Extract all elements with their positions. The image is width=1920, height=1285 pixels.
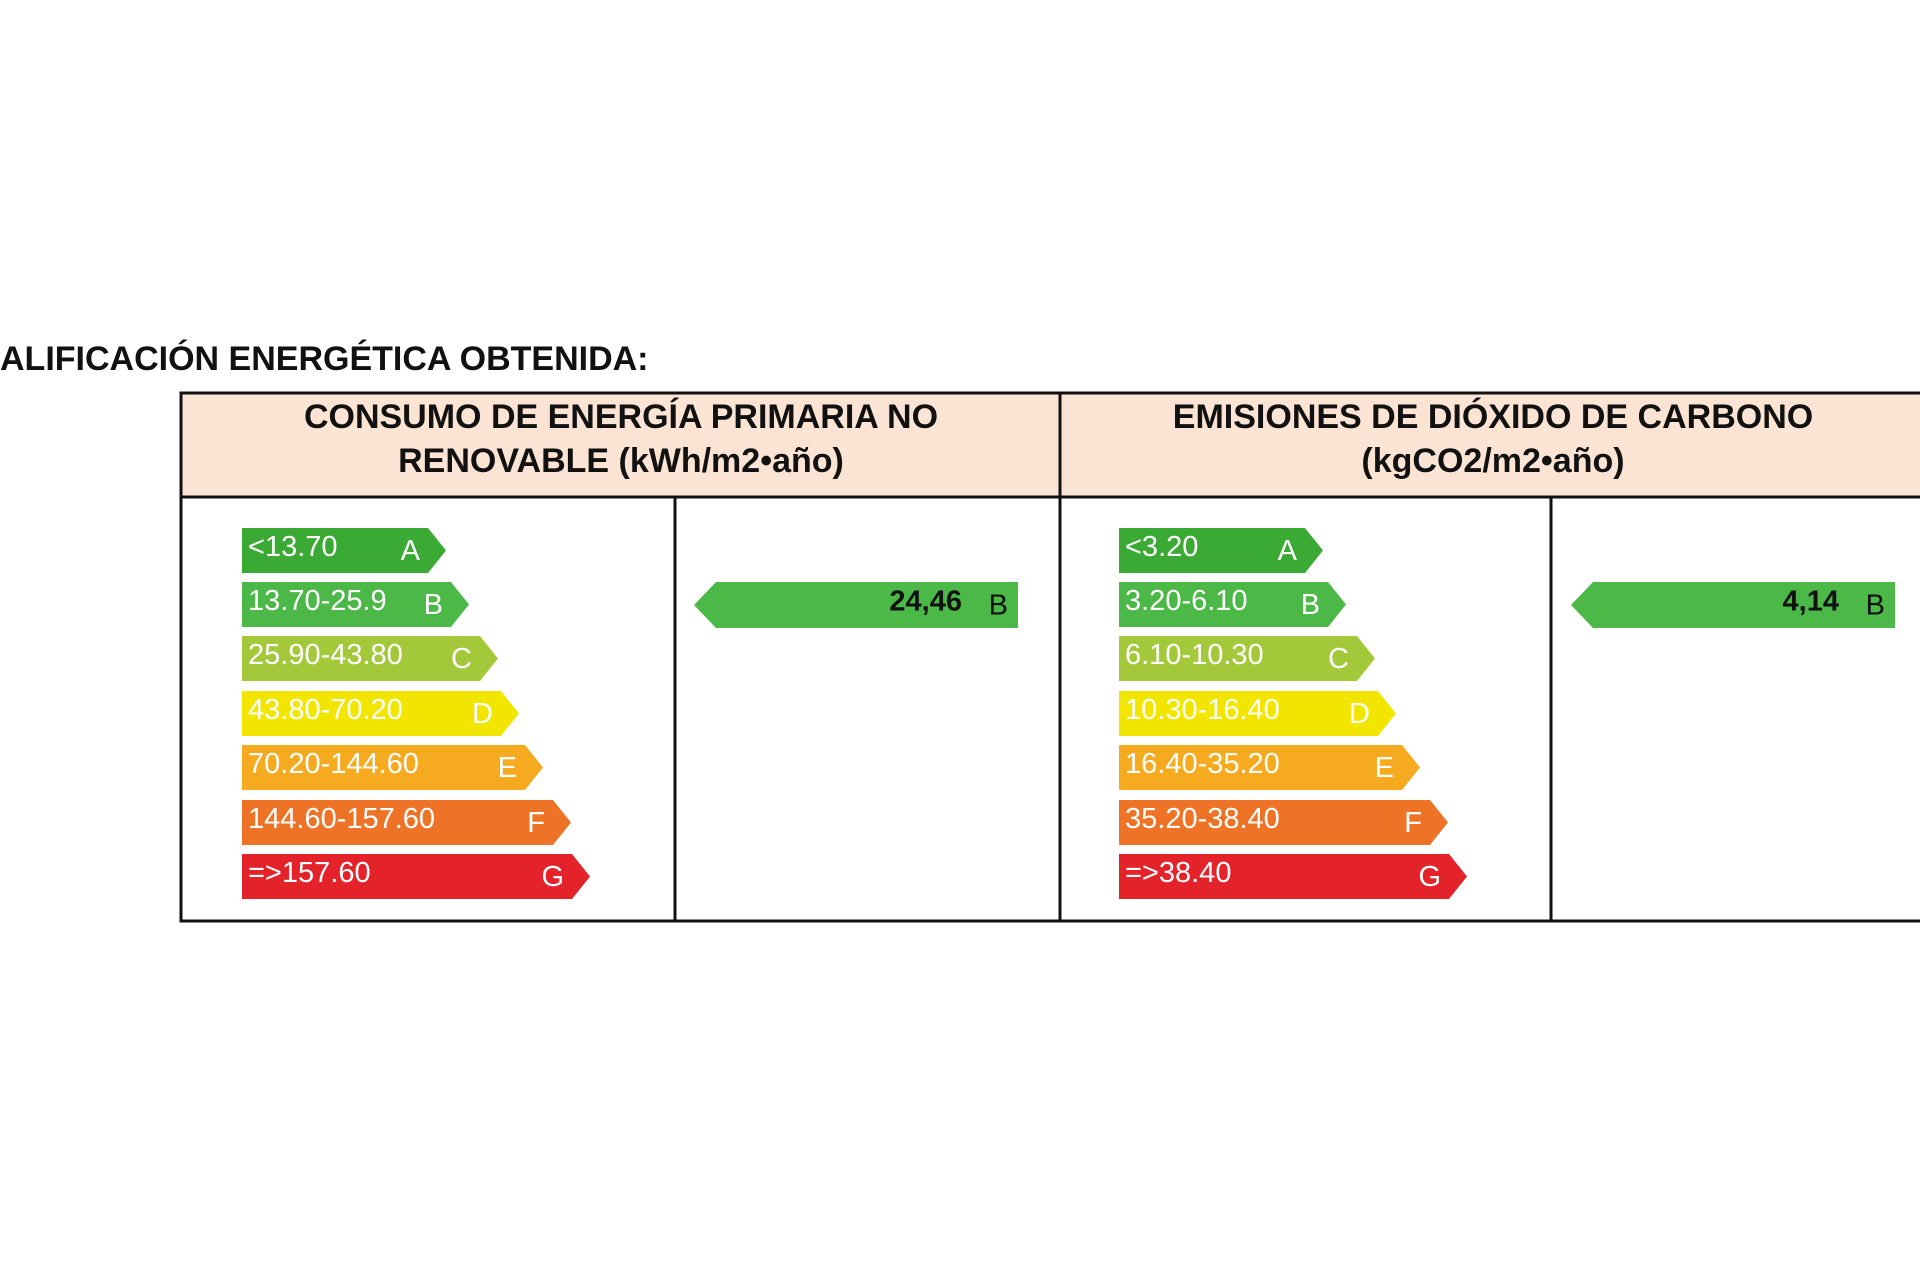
rating-letter: D: [1349, 698, 1370, 730]
rating-letter: C: [1328, 643, 1349, 675]
result-value: 4,14: [1783, 586, 1839, 618]
rating-arrow: [1119, 800, 1448, 845]
rating-letter: F: [527, 807, 545, 839]
rating-arrow: [1119, 745, 1420, 790]
panel-header: RENOVABLE (kWh/m2•año): [398, 442, 844, 480]
rating-range: 3.20-6.10: [1125, 585, 1248, 617]
rating-arrow: [242, 800, 571, 845]
rating-range: <3.20: [1125, 531, 1198, 563]
rating-letter: D: [472, 698, 493, 730]
result-letter: B: [989, 590, 1008, 622]
rating-arrow: [1119, 691, 1396, 736]
result-value: 24,46: [889, 586, 962, 618]
rating-arrow: [1119, 528, 1323, 573]
panel-header: (kgCO2/m2•año): [1361, 442, 1624, 480]
rating-range: 25.90-43.80: [248, 639, 403, 671]
panel-header: EMISIONES DE DIÓXIDO DE CARBONO: [1173, 398, 1813, 436]
rating-letter: G: [1418, 861, 1441, 893]
rating-arrow: [242, 528, 446, 573]
rating-arrow: [1119, 854, 1467, 899]
rating-letter: E: [1375, 752, 1394, 784]
rating-letter: B: [1301, 589, 1320, 621]
rating-arrow: [242, 582, 469, 627]
rating-arrow: [242, 691, 519, 736]
rating-range: =>157.60: [248, 857, 371, 889]
page-title: ALIFICACIÓN ENERGÉTICA OBTENIDA:: [0, 340, 649, 378]
rating-letter: B: [424, 589, 443, 621]
header-band: [181, 393, 1920, 497]
rating-arrow: [242, 745, 543, 790]
rating-range: 13.70-25.9: [248, 585, 387, 617]
panel-header: CONSUMO DE ENERGÍA PRIMARIA NO: [304, 398, 938, 436]
rating-range: =>38.40: [1125, 857, 1231, 889]
rating-range: 43.80-70.20: [248, 694, 403, 726]
result-arrow: [1571, 582, 1895, 628]
rating-letter: A: [1278, 535, 1298, 567]
rating-range: 35.20-38.40: [1125, 803, 1280, 835]
rating-arrow: [1119, 582, 1346, 627]
result-letter: B: [1866, 590, 1885, 622]
rating-letter: F: [1404, 807, 1422, 839]
table-frame: [179, 391, 1920, 923]
rating-letter: E: [498, 752, 517, 784]
rating-arrow: [242, 636, 498, 681]
rating-range: <13.70: [248, 531, 338, 563]
rating-arrow: [242, 854, 590, 899]
rating-range: 70.20-144.60: [248, 748, 419, 780]
result-arrow: [694, 582, 1018, 628]
rating-letter: A: [401, 535, 421, 567]
rating-range: 6.10-10.30: [1125, 639, 1264, 671]
rating-range: 16.40-35.20: [1125, 748, 1280, 780]
rating-arrow: [1119, 636, 1375, 681]
rating-range: 10.30-16.40: [1125, 694, 1280, 726]
rating-letter: C: [451, 643, 472, 675]
rating-letter: G: [541, 861, 564, 893]
rating-range: 144.60-157.60: [248, 803, 435, 835]
